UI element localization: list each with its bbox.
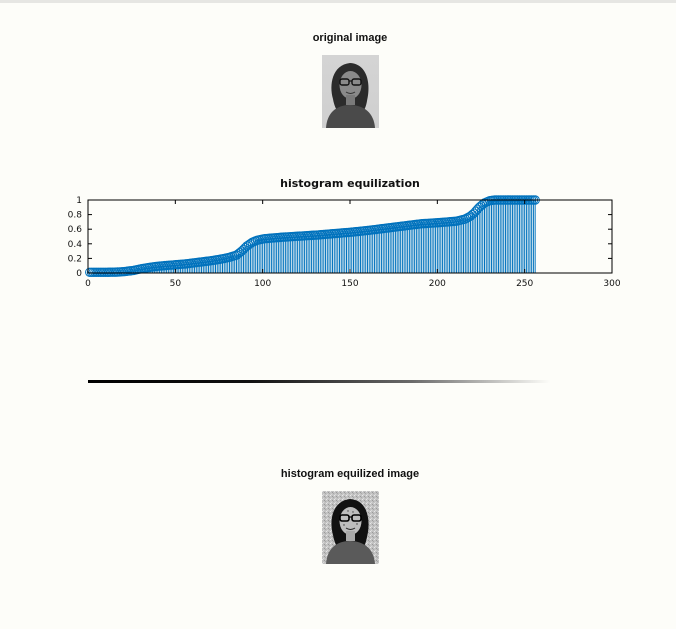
y-tick-label: 0.8: [68, 211, 83, 221]
x-tick-label: 250: [516, 279, 533, 289]
x-tick-label: 50: [170, 279, 182, 289]
original-portrait-graphic: [322, 55, 379, 128]
grayscale-gradient-bar: [88, 380, 550, 383]
equalized-image: [322, 491, 379, 564]
x-tick-label: 200: [429, 279, 446, 289]
window-top-border: [0, 0, 676, 3]
original-image: [322, 55, 379, 128]
y-axis-ticks: 0 0.2 0.4 0.6 0.8 1: [68, 196, 612, 279]
x-tick-label: 300: [603, 279, 620, 289]
stem-marker: [237, 246, 247, 256]
y-tick-label: 0: [76, 269, 82, 279]
equalized-image-title: histogram equilized image: [280, 468, 420, 480]
y-tick-label: 1: [76, 196, 82, 206]
x-tick-label: 0: [85, 279, 91, 289]
histogram-equalization-chart: histogram equilization 0 50 100 150 200 250 30…: [68, 177, 621, 289]
original-image-title: original image: [312, 32, 388, 44]
stem-marker: [238, 244, 249, 255]
y-tick-label: 0.2: [68, 254, 82, 264]
x-axis-ticks: 0 50 100 150 200 250 300: [85, 200, 621, 289]
stem-marker: [472, 204, 483, 214]
chart-title: histogram equilization: [280, 177, 420, 190]
y-tick-label: 0.6: [68, 225, 83, 235]
equalized-portrait-graphic: [322, 491, 379, 564]
stem-markers: [85, 195, 540, 277]
x-tick-label: 150: [341, 279, 358, 289]
stem-marker: [465, 211, 476, 221]
stem-marker: [235, 247, 245, 258]
stem-marker: [467, 209, 477, 220]
x-tick-label: 100: [254, 279, 271, 289]
stem-lines: [89, 200, 536, 273]
y-tick-label: 0.4: [68, 240, 83, 250]
